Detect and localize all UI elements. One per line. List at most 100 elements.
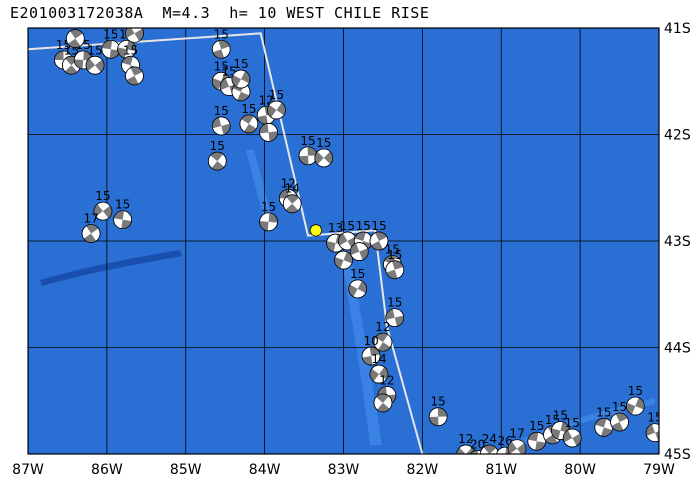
depth-label: 17 xyxy=(83,212,98,226)
depth-label: 15 xyxy=(115,198,130,212)
depth-label: 15 xyxy=(300,134,315,148)
focal-mechanism xyxy=(334,250,353,270)
lon-tick-label: 84W xyxy=(249,462,281,478)
focal-mechanism xyxy=(373,393,393,413)
depth-label: 14 xyxy=(371,352,386,366)
lon-tick-label: 79W xyxy=(643,462,675,478)
focal-mechanism: 15 xyxy=(369,219,389,251)
focal-mechanism: 15 xyxy=(298,134,318,166)
depth-label: 15 xyxy=(553,409,568,423)
focal-mechanism: 15 xyxy=(314,136,334,168)
latitude-labels: 41S 42S 43S 44S 45S xyxy=(664,21,691,463)
focal-mechanism: 15 xyxy=(85,43,105,75)
depth-label: 10 xyxy=(363,334,378,348)
depth-label: 15 xyxy=(214,104,229,118)
depth-label: 15 xyxy=(596,405,611,419)
depth-label: 15 xyxy=(233,57,248,71)
lat-tick-label: 45S xyxy=(664,447,691,463)
focal-mechanism: 15 xyxy=(385,248,405,280)
depth-label: 15 xyxy=(123,43,138,57)
seafloor-fracture-deep xyxy=(40,250,182,286)
depth-label: 15 xyxy=(647,411,662,425)
lon-tick-label: 85W xyxy=(170,462,202,478)
lat-tick-label: 44S xyxy=(664,341,691,357)
depth-label: 15 xyxy=(565,416,580,430)
depth-label: 15 xyxy=(261,200,276,214)
depth-label: 15 xyxy=(371,219,386,233)
depth-label: 15 xyxy=(214,59,229,73)
focal-mechanism: 17 xyxy=(81,212,101,243)
focal-mechanism: 15 xyxy=(527,419,547,451)
focal-mechanism xyxy=(125,66,144,86)
focal-mechanism: 15 xyxy=(562,416,582,448)
depth-label: 12 xyxy=(458,432,473,446)
focal-mechanism: 10 xyxy=(361,334,381,366)
focal-mechanism: 12 xyxy=(373,320,393,352)
depth-label: 15 xyxy=(210,139,225,153)
depth-label: 15 xyxy=(431,395,446,409)
depth-label: 15 xyxy=(356,219,371,233)
focal-mechanism: 15 xyxy=(348,267,368,299)
depth-label: 24 xyxy=(482,432,497,446)
focal-mechanism: 27 xyxy=(125,11,144,43)
depth-label: 15 xyxy=(214,27,229,41)
lon-tick-label: 86W xyxy=(91,462,123,478)
depth-label: 15 xyxy=(103,27,118,41)
focal-mechanism: 15 xyxy=(231,57,251,89)
focal-mechanism: 14 xyxy=(369,352,389,384)
focal-mechanism: 17 xyxy=(507,427,527,454)
seafloor-ridge-shallow xyxy=(246,150,276,230)
depth-label: 15 xyxy=(350,267,365,281)
depth-label: 17 xyxy=(509,427,524,441)
focal-mechanism: 24 xyxy=(480,432,499,454)
depth-label: 15 xyxy=(340,219,355,233)
depth-label: 15 xyxy=(529,419,544,433)
focal-mechanism: 15 xyxy=(625,384,645,416)
seafloor-fracture-shallow xyxy=(520,398,655,446)
lat-tick-label: 41S xyxy=(664,21,691,37)
depth-label: 12 xyxy=(379,373,394,387)
depth-label: 27 xyxy=(127,11,142,25)
depth-label: 15 xyxy=(316,136,331,150)
plate-boundary xyxy=(28,32,432,454)
depth-label: 15 xyxy=(612,400,627,414)
depth-label: 15 xyxy=(68,17,83,31)
focal-mechanism: 15 xyxy=(338,219,357,251)
focal-mechanism: 15 xyxy=(259,200,278,232)
depth-label: 15 xyxy=(269,88,284,102)
focal-mechanism: 15 xyxy=(207,139,227,171)
map-title: E201003172038A M=4.3 h= 10 WEST CHILE RI… xyxy=(10,4,430,22)
focal-mechanism: 15 xyxy=(645,411,662,443)
lon-tick-label: 82W xyxy=(407,462,439,478)
focal-mechanism: 14 xyxy=(282,182,302,214)
depth-label: 15 xyxy=(241,102,256,116)
focal-mechanism: 15 xyxy=(65,17,85,49)
focal-mechanisms: 1515151515151027151515151515151512151515… xyxy=(54,11,662,454)
focal-mechanism: 15 xyxy=(113,198,133,230)
depth-label: 15 xyxy=(387,248,402,262)
focal-mechanism: 15 xyxy=(610,400,629,432)
focal-mechanism: 15 xyxy=(211,59,231,91)
depth-label: 12 xyxy=(281,176,296,190)
depth-label: 15 xyxy=(87,43,102,57)
lat-tick-label: 43S xyxy=(664,234,691,250)
focal-mechanism: 15 xyxy=(239,102,259,134)
focal-mechanism xyxy=(349,242,369,261)
focal-mechanism: 15 xyxy=(211,104,231,136)
focal-mechanism: 15 xyxy=(267,88,286,120)
lon-tick-label: 83W xyxy=(328,462,360,478)
depth-label: 14 xyxy=(285,182,300,196)
focal-mechanism xyxy=(259,123,278,142)
epicenter-star xyxy=(309,223,323,237)
focal-mechanism: 15 xyxy=(101,27,121,59)
focal-mechanism: 15 xyxy=(428,395,448,427)
lon-tick-label: 80W xyxy=(564,462,596,478)
focal-mechanism: 15 xyxy=(551,409,570,440)
lat-tick-label: 42S xyxy=(664,128,691,144)
depth-label: 15 xyxy=(387,296,402,310)
focal-mechanism: 15 xyxy=(385,296,405,328)
map-border xyxy=(27,27,660,455)
focal-mechanism: 15 xyxy=(93,189,113,221)
depth-label: 13 xyxy=(328,221,343,235)
